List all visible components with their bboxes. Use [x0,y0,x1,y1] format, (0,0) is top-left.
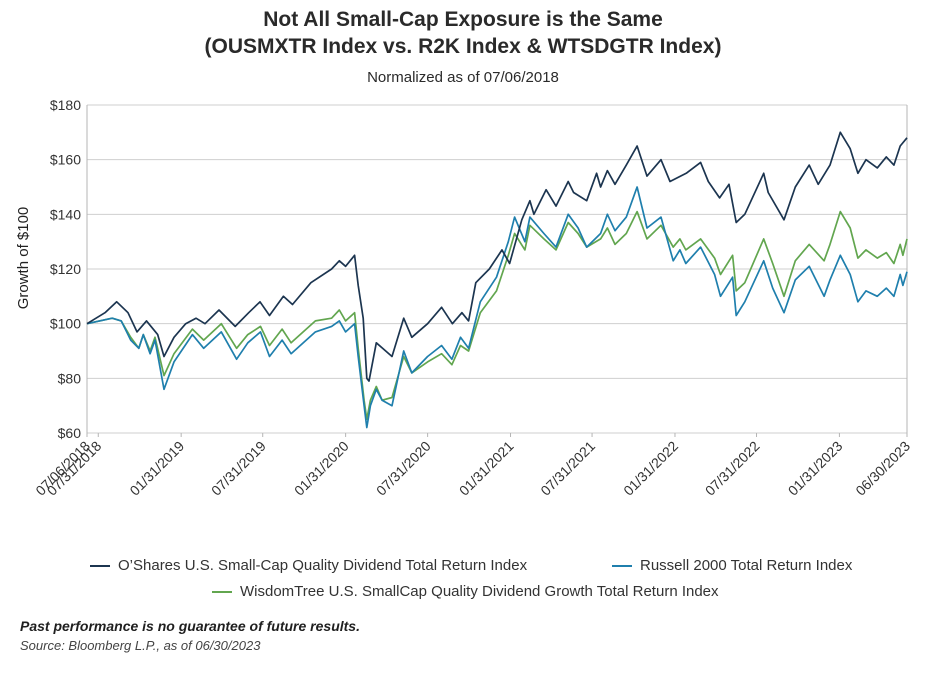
x-tick-label: 06/30/2023 [852,438,913,499]
legend-swatch-wtsdgtr [212,591,232,594]
y-tick-label: $120 [50,261,81,277]
x-tick-label: 07/31/2020 [373,438,434,499]
y-axis-label: Growth of $100 [15,207,32,310]
x-tick-label: 07/31/2019 [208,438,269,499]
legend-item-ousmxtr: O’Shares U.S. Small-Cap Quality Dividend… [90,557,527,574]
legend-swatch-ousmxtr [90,565,110,568]
source-text: Source: Bloomberg L.P., as of 06/30/2023 [20,638,261,653]
y-tick-label: $140 [50,206,81,222]
legend-label-r2k: Russell 2000 Total Return Index [640,557,853,574]
y-tick-label: $160 [50,152,81,168]
x-tick-label: 01/31/2020 [291,438,352,499]
x-tick-label: 01/31/2023 [785,438,846,499]
y-tick-label: $60 [58,425,82,441]
legend-item-r2k: Russell 2000 Total Return Index [612,557,852,574]
legend-label-wtsdgtr: WisdomTree U.S. SmallCap Quality Dividen… [240,583,719,600]
chart-subtitle: Normalized as of 07/06/2018 [367,69,559,86]
x-tick-label: 01/31/2019 [126,438,187,499]
series-line-r2k [86,186,908,429]
x-tick-label: 07/31/2021 [537,438,598,499]
disclaimer-text: Past performance is no guarantee of futu… [20,618,360,634]
x-tick-label: 07/31/2022 [702,438,763,499]
legend-swatch-r2k [612,565,632,568]
series-line-ousmxtr [86,131,908,382]
y-axis: $60 $80 $100 $120 $140 $160 $180 [50,97,81,441]
chart-title-line2: (OUSMXTR Index vs. R2K Index & WTSDGTR I… [204,35,722,58]
gridlines [86,104,908,434]
y-tick-label: $80 [58,370,82,386]
x-tick-label: 01/31/2022 [620,438,681,499]
y-tick-label: $180 [50,97,81,113]
chart-title-line1: Not All Small-Cap Exposure is the Same [263,8,663,31]
legend-item-wtsdgtr: WisdomTree U.S. SmallCap Quality Dividen… [212,583,719,600]
x-tick-label: 01/31/2021 [456,438,517,499]
legend-label-ousmxtr: O’Shares U.S. Small-Cap Quality Dividend… [118,557,528,574]
y-tick-label: $100 [50,316,81,332]
line-chart: $60$80$100$120$140$160$180 07/06/201807/… [15,97,913,499]
series-lines [86,131,908,429]
series-line-wtsdgtr [86,210,908,421]
